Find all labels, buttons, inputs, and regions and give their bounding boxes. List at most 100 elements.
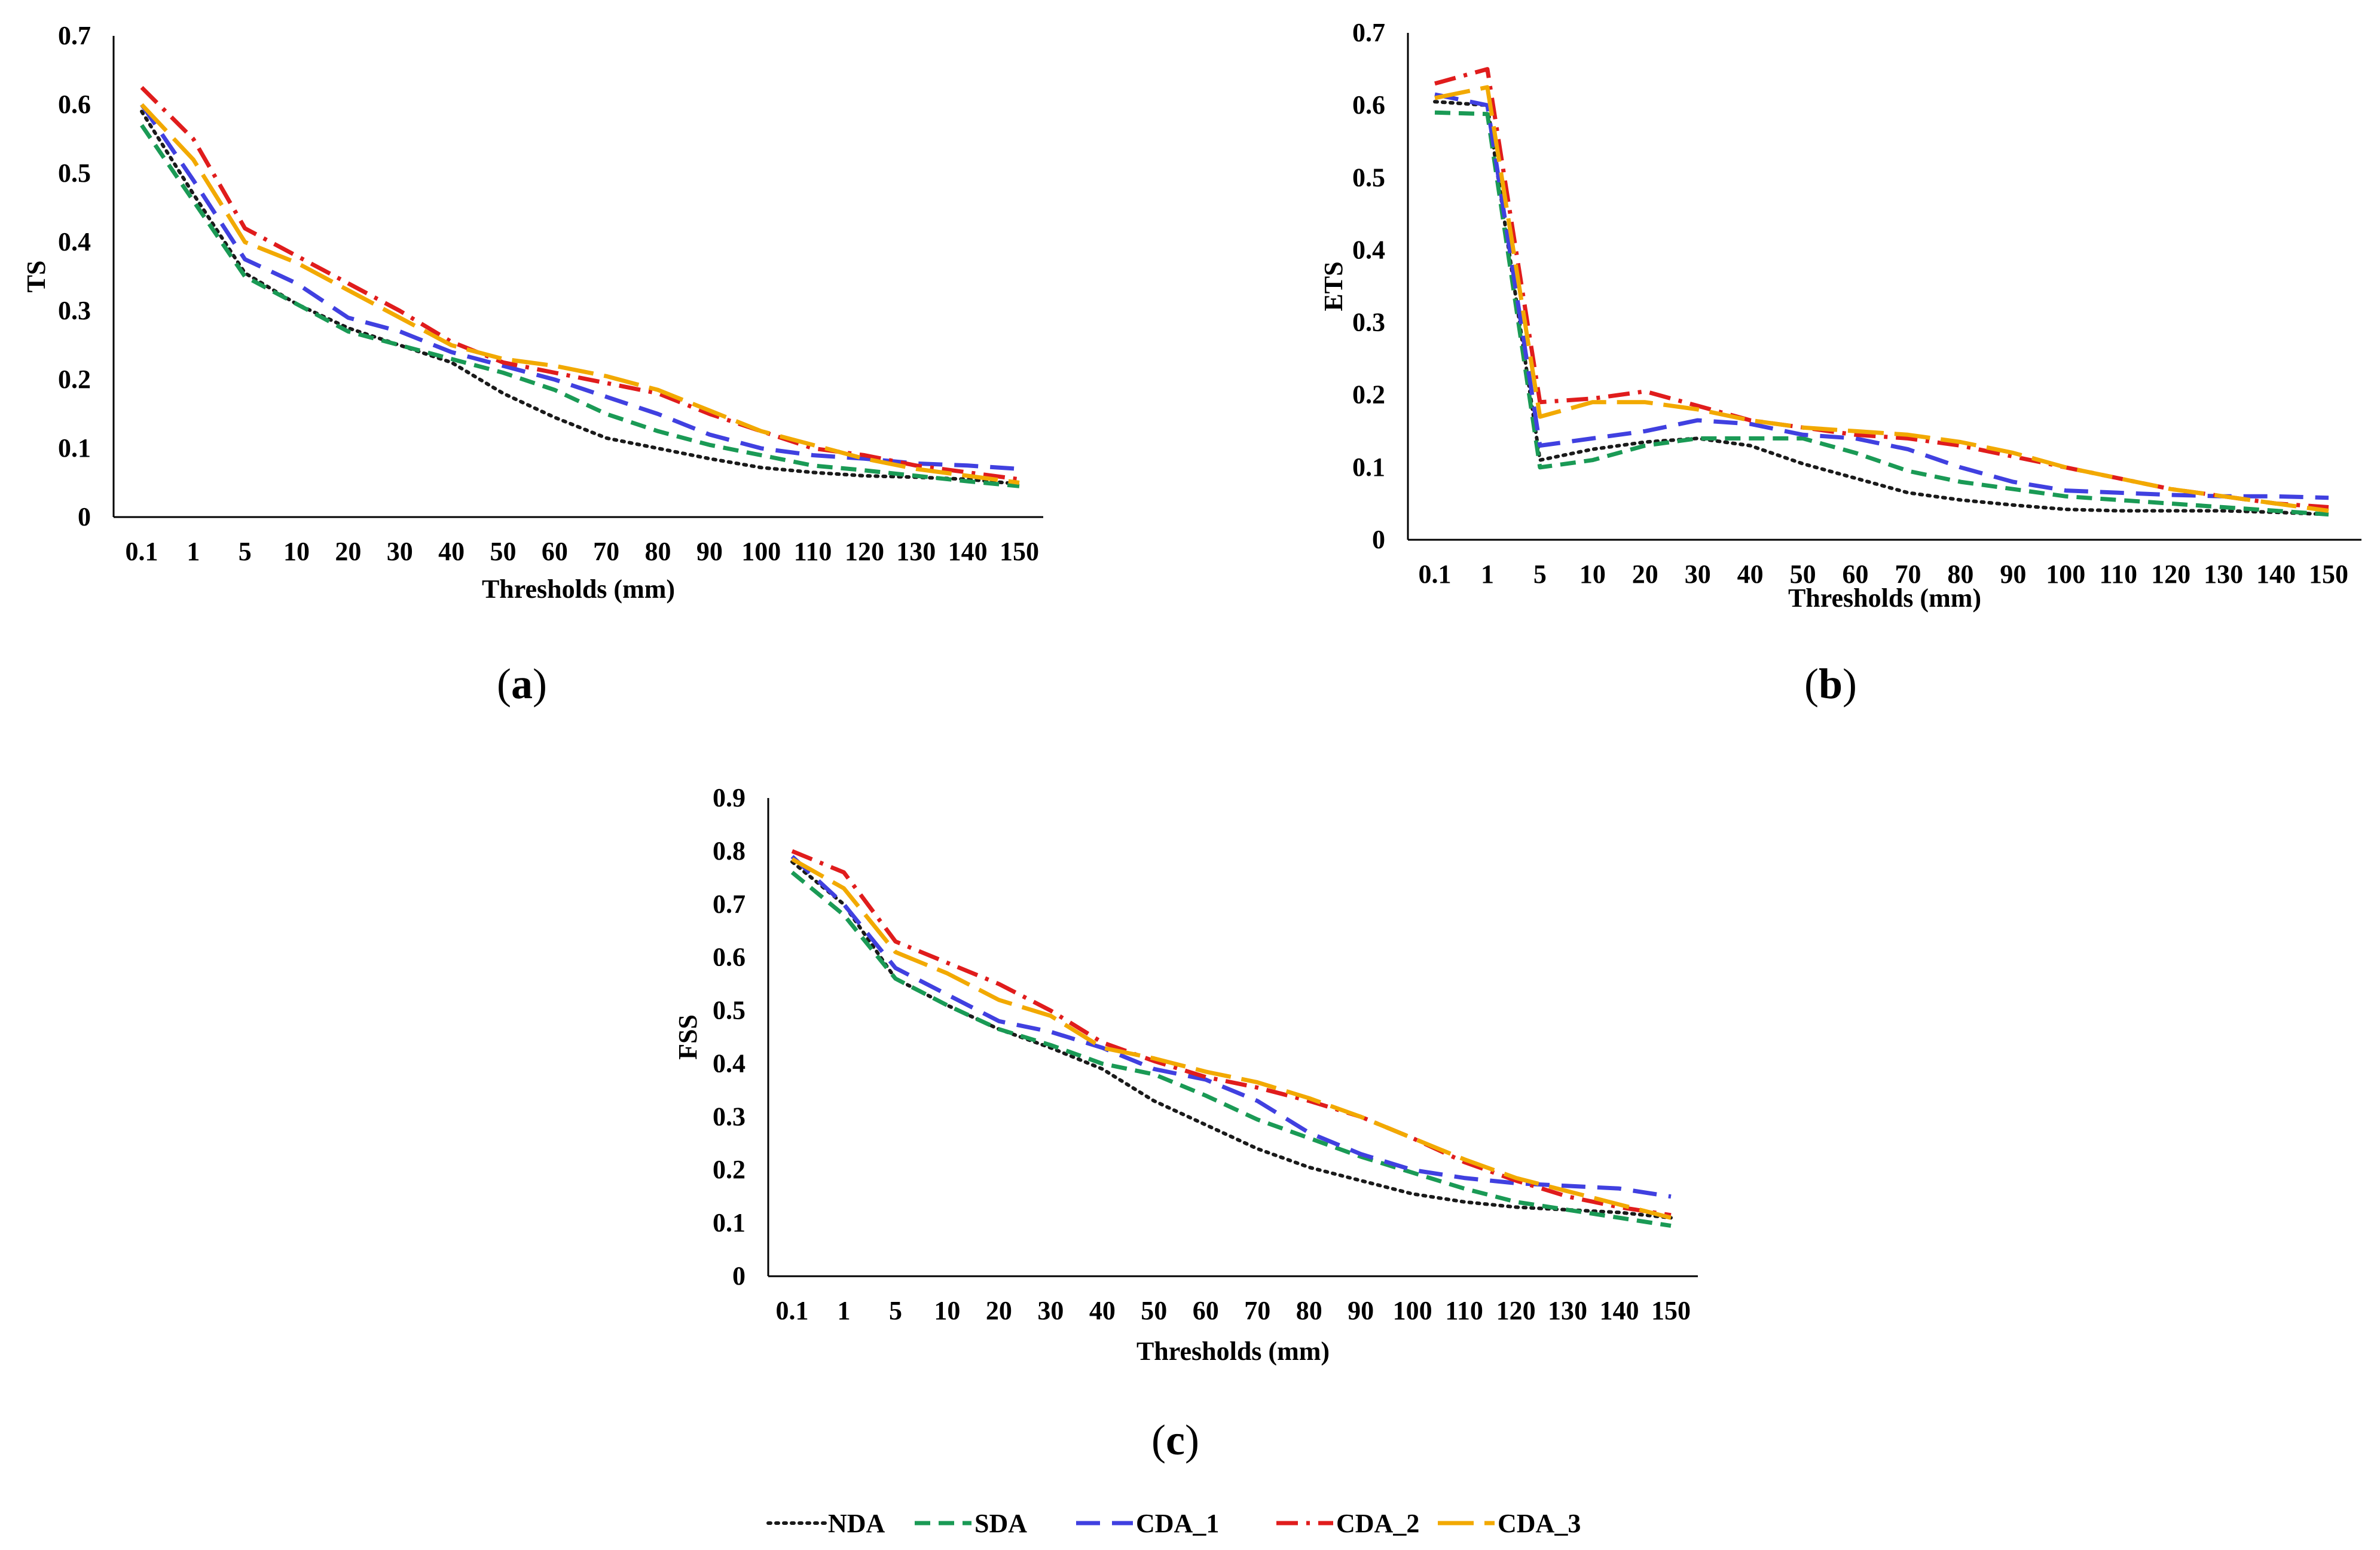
legend-label-cda-3: CDA_3 — [1498, 1509, 1581, 1538]
x-tick-label: 80 — [645, 537, 671, 566]
x-tick-label: 130 — [896, 537, 936, 566]
x-tick-label: 10 — [283, 537, 310, 566]
x-tick-label: 5 — [1533, 560, 1547, 589]
x-tick-label: 120 — [1496, 1296, 1536, 1325]
series-line-cda-3 — [791, 857, 1672, 1220]
chart-c: 0 0.1 0.2 0.3 0.4 0.5 0.6 0.7 0.8 0.9 0.1 1 5 10 20 30 4… — [673, 783, 1698, 1366]
y-tick-label: 0.3 — [58, 296, 91, 325]
x-tick-label: 50 — [1141, 1296, 1167, 1325]
chart-a: 0 0.1 0.2 0.3 0.4 0.5 0.6 0.7 0.1 1 5 10 20 30 40 50 60 7… — [22, 21, 1043, 604]
x-tick-label: 1 — [837, 1296, 850, 1325]
series-line-nda — [1433, 100, 2330, 516]
x-axis-title: Thresholds (mm) — [1136, 1337, 1330, 1366]
y-tick-label: 0.5 — [1352, 163, 1385, 192]
legend-label-nda: NDA — [828, 1509, 885, 1538]
series-line-cda-2 — [1434, 67, 2329, 509]
x-tick-label: 100 — [741, 537, 781, 566]
y-tick-label: 0 — [1372, 525, 1385, 554]
x-tick-label: 90 — [1348, 1296, 1374, 1325]
y-tick-label: 0.2 — [58, 365, 91, 394]
x-tick-label: 0.1 — [1419, 560, 1452, 589]
x-tick-label: 150 — [2309, 560, 2348, 589]
y-tick-label: 0.6 — [1352, 90, 1385, 120]
x-tick-label: 50 — [490, 537, 516, 566]
y-tick-label: 0.6 — [713, 943, 746, 972]
x-tick-label: 70 — [593, 537, 619, 566]
y-tick-label: 0.7 — [1352, 18, 1385, 47]
x-tick-label: 20 — [335, 537, 361, 566]
x-tick-label: 120 — [845, 537, 884, 566]
y-tick-label: 0.7 — [58, 21, 91, 50]
legend: NDA SDA CDA_1 CDA_2 CDA_3 — [766, 1509, 1581, 1538]
x-tick-label: 150 — [1000, 537, 1039, 566]
y-tick-label: 0.6 — [58, 90, 91, 119]
series-line-cda-3 — [1434, 85, 2329, 513]
x-tick-label: 0.1 — [776, 1296, 809, 1325]
y-tick-label: 0 — [78, 502, 91, 531]
x-tick-label: 70 — [1244, 1296, 1270, 1325]
y-tick-label: 0.3 — [713, 1102, 746, 1131]
y-tick-label: 0.5 — [713, 996, 746, 1025]
series-line-cda-2 — [791, 849, 1672, 1218]
series-line-cda-1 — [1434, 92, 2329, 500]
panel-label-b: (b) — [1804, 660, 1857, 708]
series-line-cda-3 — [140, 103, 1020, 485]
x-tick-label: 110 — [2099, 560, 2137, 589]
y-tick-label: 0.4 — [1352, 235, 1385, 264]
x-tick-label: 70 — [1895, 560, 1921, 589]
y-tick-label: 0.3 — [1352, 308, 1385, 337]
y-tick-label: 0.7 — [713, 889, 746, 919]
y-tick-label: 0.4 — [58, 227, 91, 256]
y-tick-label: 0.5 — [58, 158, 91, 188]
x-tick-label: 0.1 — [126, 537, 158, 566]
x-tick-label: 140 — [1600, 1296, 1639, 1325]
legend-label-cda-2: CDA_2 — [1336, 1509, 1419, 1538]
series-line-sda — [790, 870, 1672, 1228]
y-tick-label: 0.2 — [1352, 380, 1385, 409]
y-tick-label: 0.8 — [713, 836, 746, 866]
x-tick-label: 10 — [1579, 560, 1606, 589]
x-tick-label: 90 — [696, 537, 723, 566]
x-tick-label: 80 — [1947, 560, 1973, 589]
x-tick-label: 100 — [1393, 1296, 1432, 1325]
y-tick-label: 0.1 — [1352, 453, 1385, 482]
x-tick-label: 20 — [986, 1296, 1012, 1325]
y-tick-label: 0.4 — [713, 1048, 746, 1078]
chart-b: 0 0.1 0.2 0.3 0.4 0.5 0.6 0.7 0.1 1 5 10 20 30 40 50 60 7… — [1319, 18, 2361, 613]
y-axis-title: FSS — [673, 1014, 702, 1060]
x-tick-label: 40 — [1737, 560, 1764, 589]
x-tick-label: 110 — [1445, 1296, 1483, 1325]
y-axis-title: ETS — [1319, 261, 1348, 311]
legend-label-cda-1: CDA_1 — [1136, 1509, 1219, 1538]
x-tick-label: 10 — [934, 1296, 960, 1325]
x-tick-label: 130 — [1548, 1296, 1587, 1325]
legend-label-sda: SDA — [974, 1509, 1027, 1538]
x-tick-label: 5 — [889, 1296, 902, 1325]
series-line-cda-1 — [790, 855, 1672, 1199]
x-tick-label: 40 — [1089, 1296, 1116, 1325]
x-tick-label: 130 — [2204, 560, 2243, 589]
series-line-nda — [140, 109, 1021, 486]
x-tick-label: 50 — [1790, 560, 1816, 589]
x-tick-label: 30 — [1037, 1296, 1064, 1325]
x-tick-label: 30 — [1685, 560, 1711, 589]
y-tick-label: 0.9 — [713, 783, 746, 812]
x-tick-label: 40 — [438, 537, 465, 566]
y-tick-label: 0 — [732, 1261, 746, 1291]
x-tick-label: 1 — [187, 537, 200, 566]
x-tick-label: 140 — [948, 537, 988, 566]
x-tick-label: 1 — [1481, 560, 1494, 589]
x-tick-label: 100 — [2046, 560, 2085, 589]
x-tick-label: 120 — [2151, 560, 2190, 589]
y-tick-label: 0.2 — [713, 1155, 746, 1184]
series-line-cda-2 — [140, 85, 1020, 482]
x-tick-label: 150 — [1651, 1296, 1691, 1325]
y-tick-label: 0.1 — [58, 433, 91, 463]
y-tick-label: 0.1 — [713, 1208, 746, 1237]
x-tick-label: 60 — [1193, 1296, 1219, 1325]
x-tick-label: 90 — [2000, 560, 2026, 589]
panel-label-a: (a) — [497, 660, 547, 708]
x-tick-label: 110 — [794, 537, 832, 566]
x-tick-label: 30 — [387, 537, 413, 566]
series-line-sda — [140, 124, 1020, 488]
